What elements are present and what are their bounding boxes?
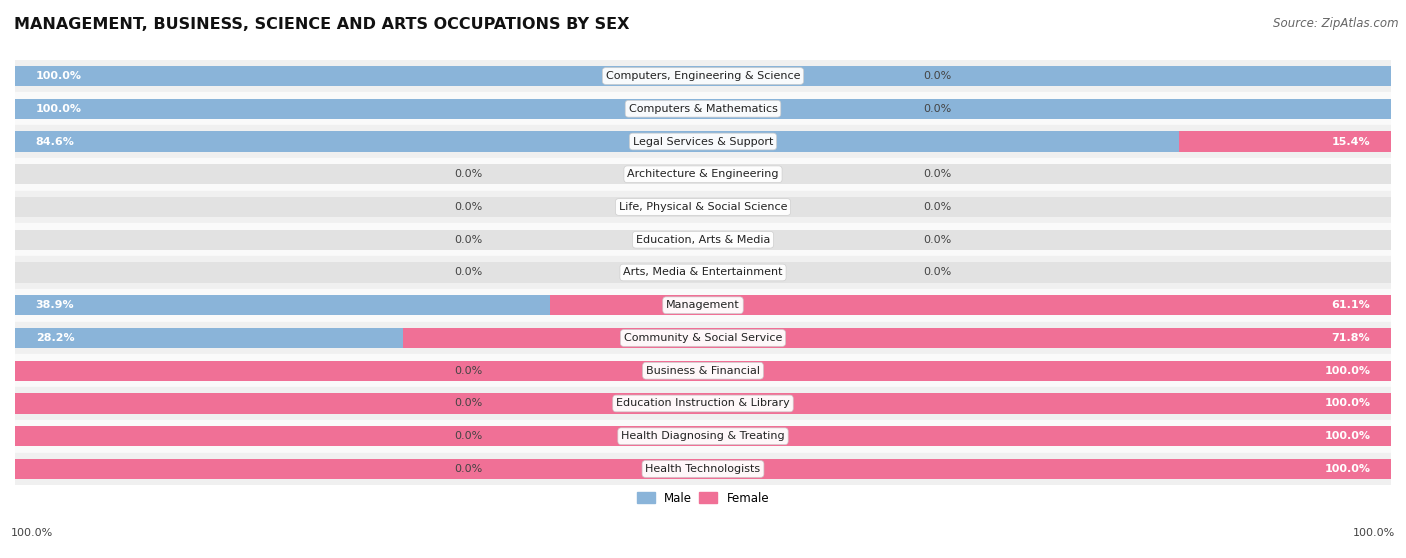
Text: 15.4%: 15.4% [1331,137,1371,147]
Text: 28.2%: 28.2% [35,333,75,343]
Text: Arts, Media & Entertainment: Arts, Media & Entertainment [623,267,783,277]
Text: 0.0%: 0.0% [924,169,952,179]
Bar [15,164,1391,184]
Text: Community & Social Service: Community & Social Service [624,333,782,343]
Text: 71.8%: 71.8% [1331,333,1371,343]
Text: 0.0%: 0.0% [454,431,482,441]
Text: Education, Arts & Media: Education, Arts & Media [636,235,770,245]
Text: 0.0%: 0.0% [924,267,952,277]
Bar [15,256,1391,289]
Bar [404,328,1391,348]
Bar [15,328,404,348]
Text: Business & Financial: Business & Financial [645,365,761,376]
Bar [15,387,1391,420]
Bar [15,360,1391,381]
Bar [15,321,1391,354]
Bar [15,328,1391,348]
Bar [1180,131,1391,152]
Bar [15,66,1391,86]
Text: Architecture & Engineering: Architecture & Engineering [627,169,779,179]
Text: 0.0%: 0.0% [454,267,482,277]
Bar [15,459,1391,479]
Bar [15,295,1391,315]
Bar [15,393,1391,413]
Bar [15,197,1391,217]
Text: Education Instruction & Library: Education Instruction & Library [616,398,790,408]
Text: 100.0%: 100.0% [1324,464,1371,474]
Text: 0.0%: 0.0% [454,398,482,408]
Text: 0.0%: 0.0% [454,235,482,245]
Text: 0.0%: 0.0% [454,202,482,212]
Bar [15,223,1391,256]
Bar [15,131,1180,152]
Bar [15,66,1391,86]
Text: 100.0%: 100.0% [1324,365,1371,376]
Text: 0.0%: 0.0% [454,464,482,474]
Text: 0.0%: 0.0% [454,169,482,179]
Text: 100.0%: 100.0% [35,71,82,81]
Bar [15,125,1391,158]
Bar [15,289,1391,321]
Text: Management: Management [666,300,740,310]
Text: Legal Services & Support: Legal Services & Support [633,137,773,147]
Bar [550,295,1391,315]
Bar [15,131,1391,152]
Text: 100.0%: 100.0% [1324,398,1371,408]
Text: 0.0%: 0.0% [924,71,952,81]
Bar [15,191,1391,223]
Bar [15,99,1391,119]
Text: 100.0%: 100.0% [1324,431,1371,441]
Bar [15,93,1391,125]
Bar [15,262,1391,283]
Text: Health Technologists: Health Technologists [645,464,761,474]
Text: 61.1%: 61.1% [1331,300,1371,310]
Bar [15,229,1391,250]
Bar [15,420,1391,453]
Text: 100.0%: 100.0% [11,528,53,538]
Bar [15,453,1391,485]
Text: Computers, Engineering & Science: Computers, Engineering & Science [606,71,800,81]
Text: 0.0%: 0.0% [924,235,952,245]
Text: 0.0%: 0.0% [454,365,482,376]
Bar [15,99,1391,119]
Bar [15,426,1391,446]
Text: Computers & Mathematics: Computers & Mathematics [628,104,778,114]
Bar [15,60,1391,93]
Bar [15,295,550,315]
Text: 38.9%: 38.9% [35,300,75,310]
Text: Life, Physical & Social Science: Life, Physical & Social Science [619,202,787,212]
Legend: Male, Female: Male, Female [633,487,773,509]
Bar [15,426,1391,446]
Text: 100.0%: 100.0% [1353,528,1395,538]
Bar [15,393,1391,413]
Text: 84.6%: 84.6% [35,137,75,147]
Text: 0.0%: 0.0% [924,104,952,114]
Bar [15,354,1391,387]
Text: MANAGEMENT, BUSINESS, SCIENCE AND ARTS OCCUPATIONS BY SEX: MANAGEMENT, BUSINESS, SCIENCE AND ARTS O… [14,17,630,32]
Bar [15,360,1391,381]
Text: 100.0%: 100.0% [35,104,82,114]
Text: 0.0%: 0.0% [924,202,952,212]
Bar [15,158,1391,191]
Bar [15,459,1391,479]
Text: Health Diagnosing & Treating: Health Diagnosing & Treating [621,431,785,441]
Text: Source: ZipAtlas.com: Source: ZipAtlas.com [1274,17,1399,30]
